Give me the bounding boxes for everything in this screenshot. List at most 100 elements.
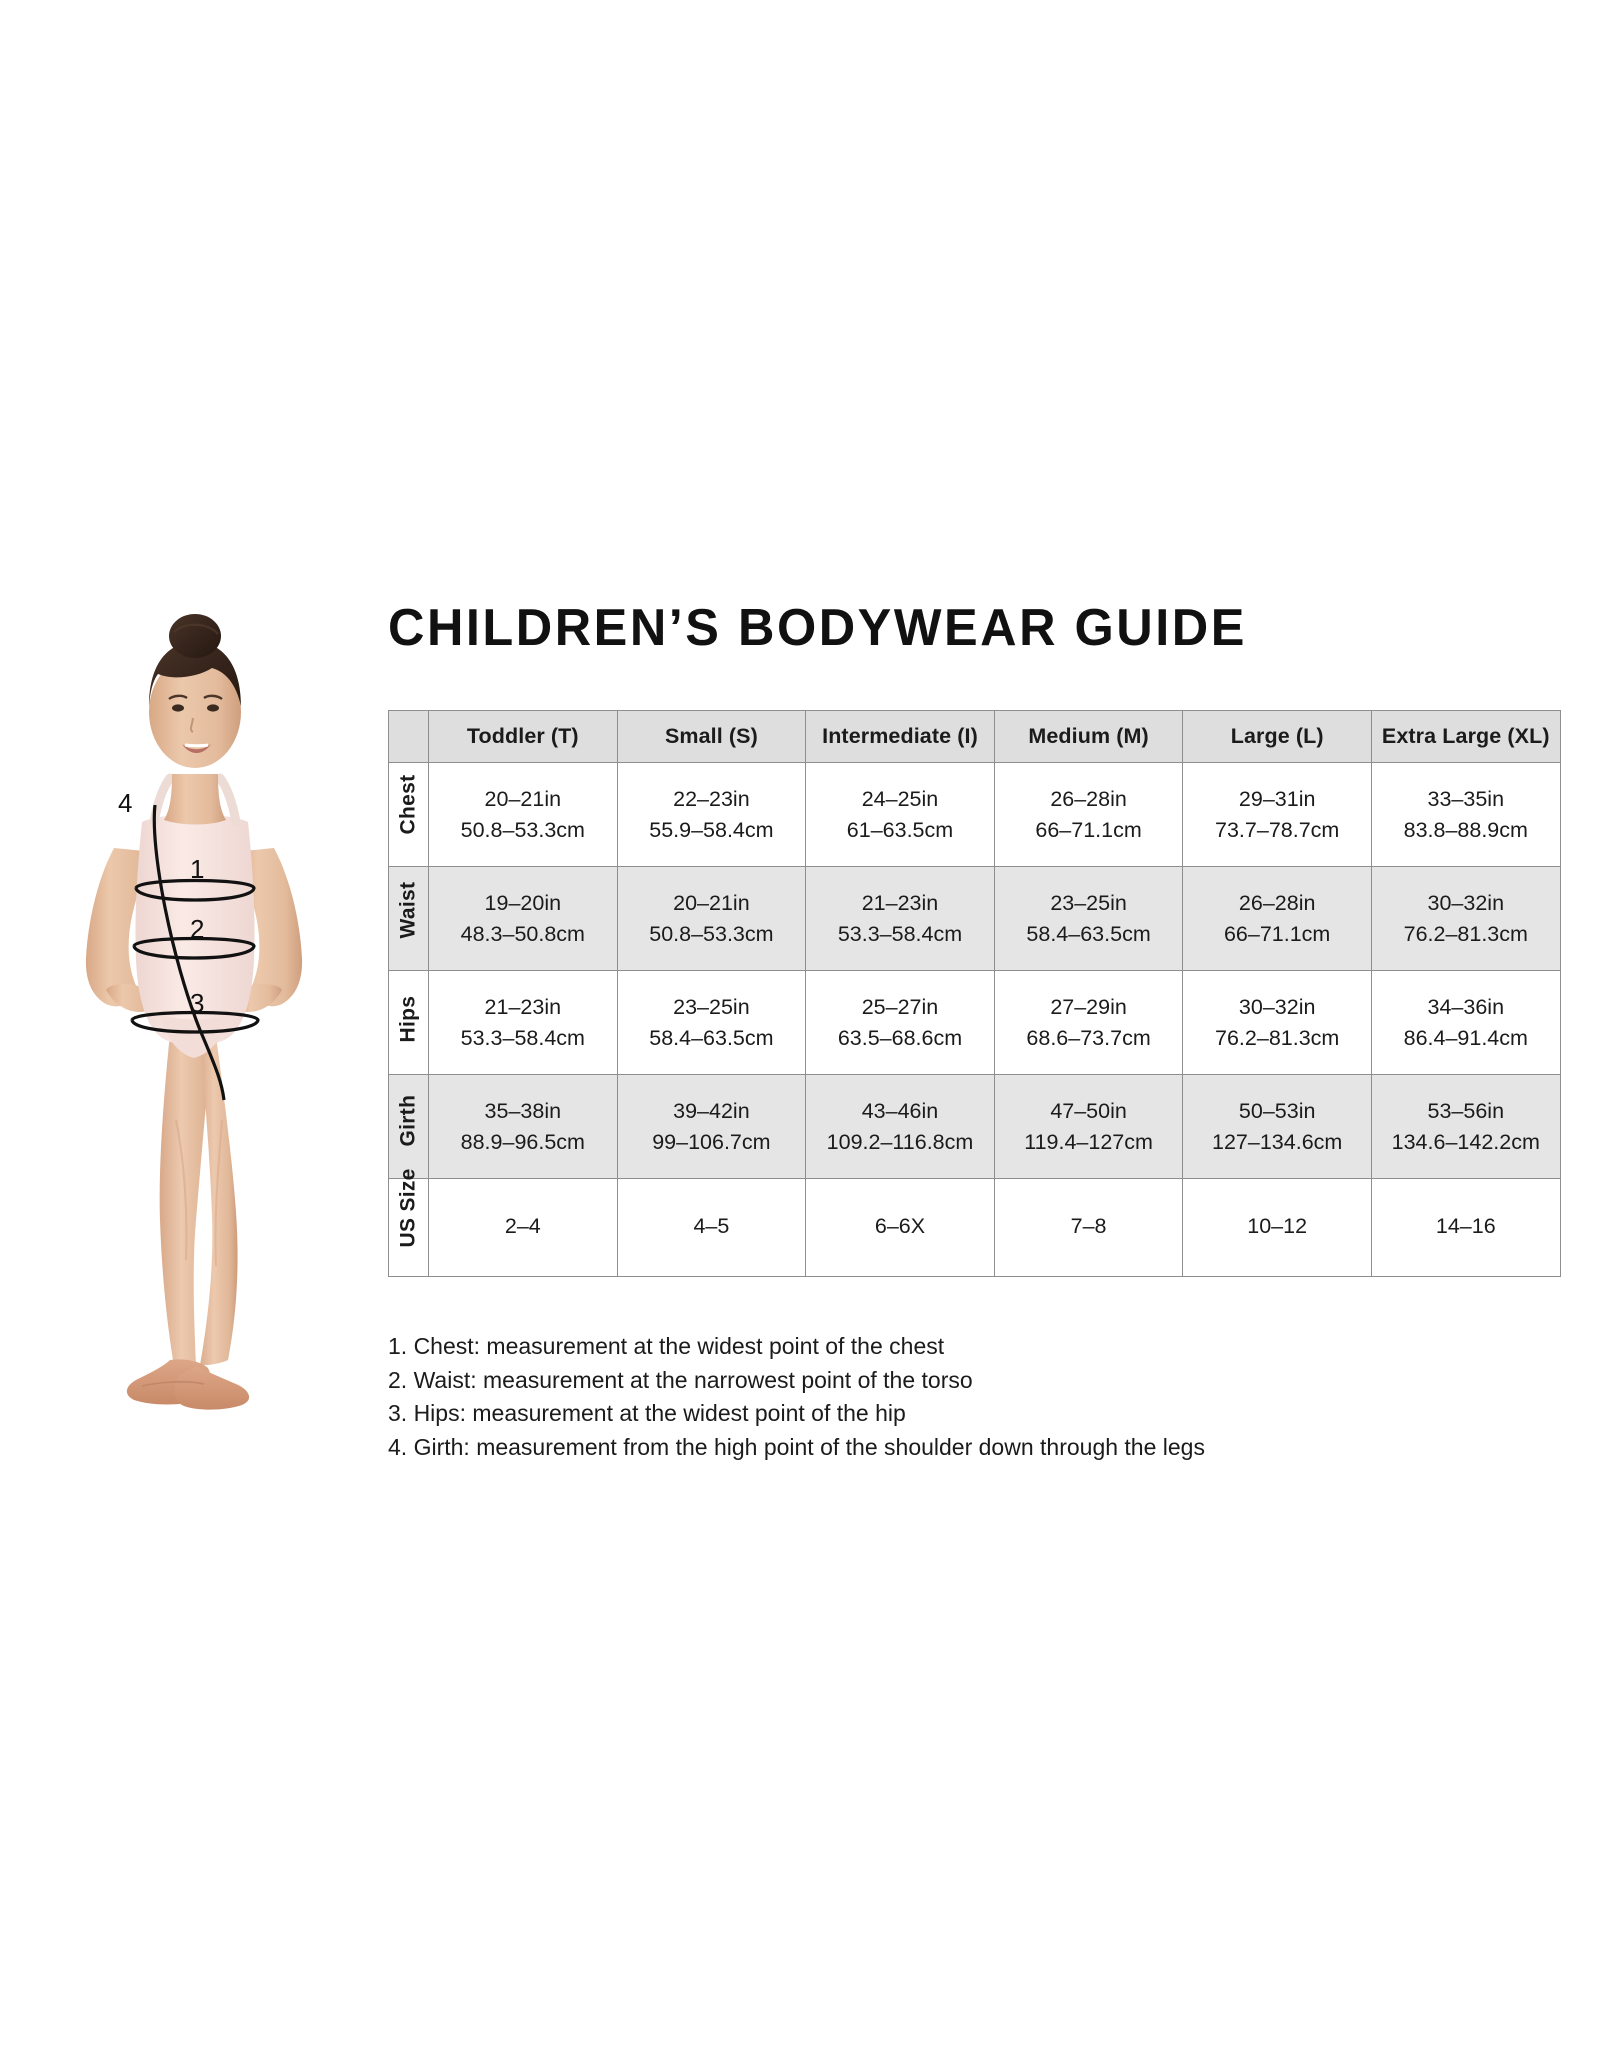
- shoe-seam: [141, 1381, 205, 1387]
- left-eye: [172, 704, 184, 712]
- cell-value-imperial: 23–25in: [1050, 890, 1127, 915]
- cell-value-metric: 58.4–63.5cm: [649, 1025, 774, 1050]
- cell-chest-4: 29–31in 73.7–78.7cm: [1182, 762, 1372, 867]
- table-corner-cell: [388, 710, 429, 763]
- cell-value-imperial: 22–23in: [673, 786, 750, 811]
- annotation-number-1: 1: [190, 854, 204, 884]
- teeth: [184, 743, 209, 748]
- hair-bun: [169, 614, 221, 658]
- size-chart-table: Toddler (T) Small (S) Intermediate (I) M…: [388, 710, 1561, 1277]
- cell-us-size-2: 6–6X: [805, 1178, 995, 1277]
- table-row: Chest 20–21in 50.8–53.3cm 22–23in 55.9–58.4c…: [388, 762, 1561, 867]
- cell-hips-0: 21–23in 53.3–58.4cm: [428, 970, 618, 1075]
- table-body: Chest 20–21in 50.8–53.3cm 22–23in 55.9–58.4c…: [388, 762, 1561, 1277]
- cell-girth-1: 39–42in 99–106.7cm: [616, 1074, 807, 1179]
- cell-value-imperial: 4–5: [693, 1214, 730, 1239]
- head: [149, 656, 241, 768]
- cell-value-imperial: 7–8: [1070, 1214, 1107, 1239]
- row-label-us-size: US Size: [388, 1168, 429, 1277]
- cell-value-imperial: 20–21in: [673, 890, 750, 915]
- cell-value-imperial: 47–50in: [1050, 1098, 1127, 1123]
- cell-us-size-5: 14–16: [1370, 1178, 1561, 1277]
- cell-value-metric: 109.2–116.8cm: [826, 1129, 974, 1154]
- cell-us-size-4: 10–12: [1182, 1178, 1372, 1277]
- cell-us-size-3: 7–8: [993, 1178, 1184, 1277]
- cell-value-metric: 127–134.6cm: [1212, 1129, 1343, 1154]
- footnote-waist: 2. Waist: measurement at the narrowest p…: [388, 1366, 973, 1393]
- cell-girth-3: 47–50in 119.4–127cm: [993, 1074, 1184, 1179]
- cell-value-imperial: 10–12: [1247, 1214, 1308, 1239]
- footnotes-list: 1. Chest: measurement at the widest poin…: [388, 1330, 1508, 1464]
- cell-girth-4: 50–53in 127–134.6cm: [1182, 1074, 1372, 1179]
- annotation-number-2: 2: [190, 914, 204, 944]
- cell-value-metric: 50.8–53.3cm: [460, 817, 585, 842]
- cell-chest-1: 22–23in 55.9–58.4cm: [616, 762, 807, 867]
- cell-value-imperial: 33–35in: [1427, 786, 1505, 811]
- row-label-text: Chest: [396, 774, 420, 834]
- right-ballet-shoe: [174, 1366, 250, 1410]
- cell-value-metric: 99–106.7cm: [652, 1129, 771, 1154]
- row-label-hips: Hips: [388, 970, 429, 1075]
- right-eye: [207, 704, 219, 712]
- column-header-large: Large (L): [1182, 710, 1372, 763]
- cell-value-imperial: 6–6X: [874, 1214, 926, 1239]
- cell-value-metric: 83.8–88.9cm: [1403, 817, 1528, 842]
- nose: [189, 717, 194, 733]
- cell-value-imperial: 35–38in: [484, 1098, 562, 1123]
- annotation-number-3: 3: [190, 988, 204, 1018]
- model-figure-panel: 1 2 3 4: [22, 560, 392, 1460]
- cell-chest-0: 20–21in 50.8–53.3cm: [428, 762, 618, 867]
- hips-band-line: [130, 1010, 260, 1034]
- cell-value-metric: 53.3–58.4cm: [460, 1025, 585, 1050]
- cell-waist-0: 19–20in 48.3–50.8cm: [428, 866, 618, 971]
- left-leg: [159, 1015, 214, 1366]
- mouth: [182, 744, 211, 753]
- dancer-illustration: 1 2 3 4: [85, 614, 303, 1410]
- cell-value-metric: 48.3–50.8cm: [460, 921, 585, 946]
- cell-value-imperial: 39–42in: [673, 1098, 750, 1123]
- cell-value-metric: 66–71.1cm: [1223, 921, 1331, 946]
- cell-value-imperial: 14–16: [1435, 1214, 1496, 1239]
- right-strap: [215, 773, 241, 827]
- right-brow: [203, 694, 223, 700]
- chest-band-line: [134, 878, 256, 902]
- leotard-body: [135, 814, 255, 1046]
- row-label-chest: Chest: [388, 762, 429, 867]
- cell-value-imperial: 21–23in: [861, 890, 939, 915]
- cell-waist-3: 23–25in 58.4–63.5cm: [993, 866, 1184, 971]
- measurement-annotations: [130, 804, 260, 1101]
- cell-value-imperial: 26–28in: [1050, 786, 1127, 811]
- cell-value-metric: 88.9–96.5cm: [460, 1129, 585, 1154]
- cell-hips-1: 23–25in 58.4–63.5cm: [616, 970, 807, 1075]
- cell-value-imperial: 2–4: [504, 1214, 541, 1239]
- footnote-hips: 3. Hips: measurement at the widest point…: [388, 1400, 906, 1426]
- row-label-waist: Waist: [388, 866, 429, 971]
- page-title: CHILDREN’S BODYWEAR GUIDE: [388, 599, 1247, 657]
- cell-hips-5: 34–36in 86.4–91.4cm: [1370, 970, 1561, 1075]
- girth-line: [152, 804, 226, 1101]
- footnote-chest: 1. Chest: measurement at the widest poin…: [388, 1333, 945, 1359]
- cell-value-metric: 53.3–58.4cm: [837, 921, 963, 946]
- cell-value-metric: 119.4–127cm: [1024, 1129, 1153, 1154]
- cell-value-metric: 134.6–142.2cm: [1391, 1129, 1540, 1154]
- cell-hips-3: 27–29in 68.6–73.7cm: [993, 970, 1184, 1075]
- cell-value-imperial: 43–46in: [861, 1098, 939, 1123]
- column-header-toddler: Toddler (T): [428, 710, 618, 763]
- right-leg: [198, 1018, 238, 1366]
- cell-value-metric: 76.2–81.3cm: [1403, 921, 1528, 946]
- leotard-brief: [158, 1012, 232, 1058]
- column-header-extralarge: Extra Large (XL): [1370, 710, 1561, 763]
- size-table-container: Toddler (T) Small (S) Intermediate (I) M…: [388, 710, 1561, 1277]
- dancer-body: 1 2 3 4: [85, 614, 303, 1410]
- cell-value-metric: 86.4–91.4cm: [1403, 1025, 1528, 1050]
- cell-value-imperial: 29–31in: [1238, 786, 1316, 811]
- cell-value-imperial: 30–32in: [1427, 890, 1505, 915]
- cell-waist-1: 20–21in 50.8–53.3cm: [616, 866, 807, 971]
- left-brow: [168, 694, 188, 700]
- cell-value-imperial: 26–28in: [1238, 890, 1316, 915]
- annotation-number-4: 4: [118, 788, 132, 818]
- cell-us-size-0: 2–4: [428, 1178, 618, 1277]
- row-label-girth: Girth: [388, 1074, 429, 1179]
- cell-value-metric: 50.8–53.3cm: [649, 921, 774, 946]
